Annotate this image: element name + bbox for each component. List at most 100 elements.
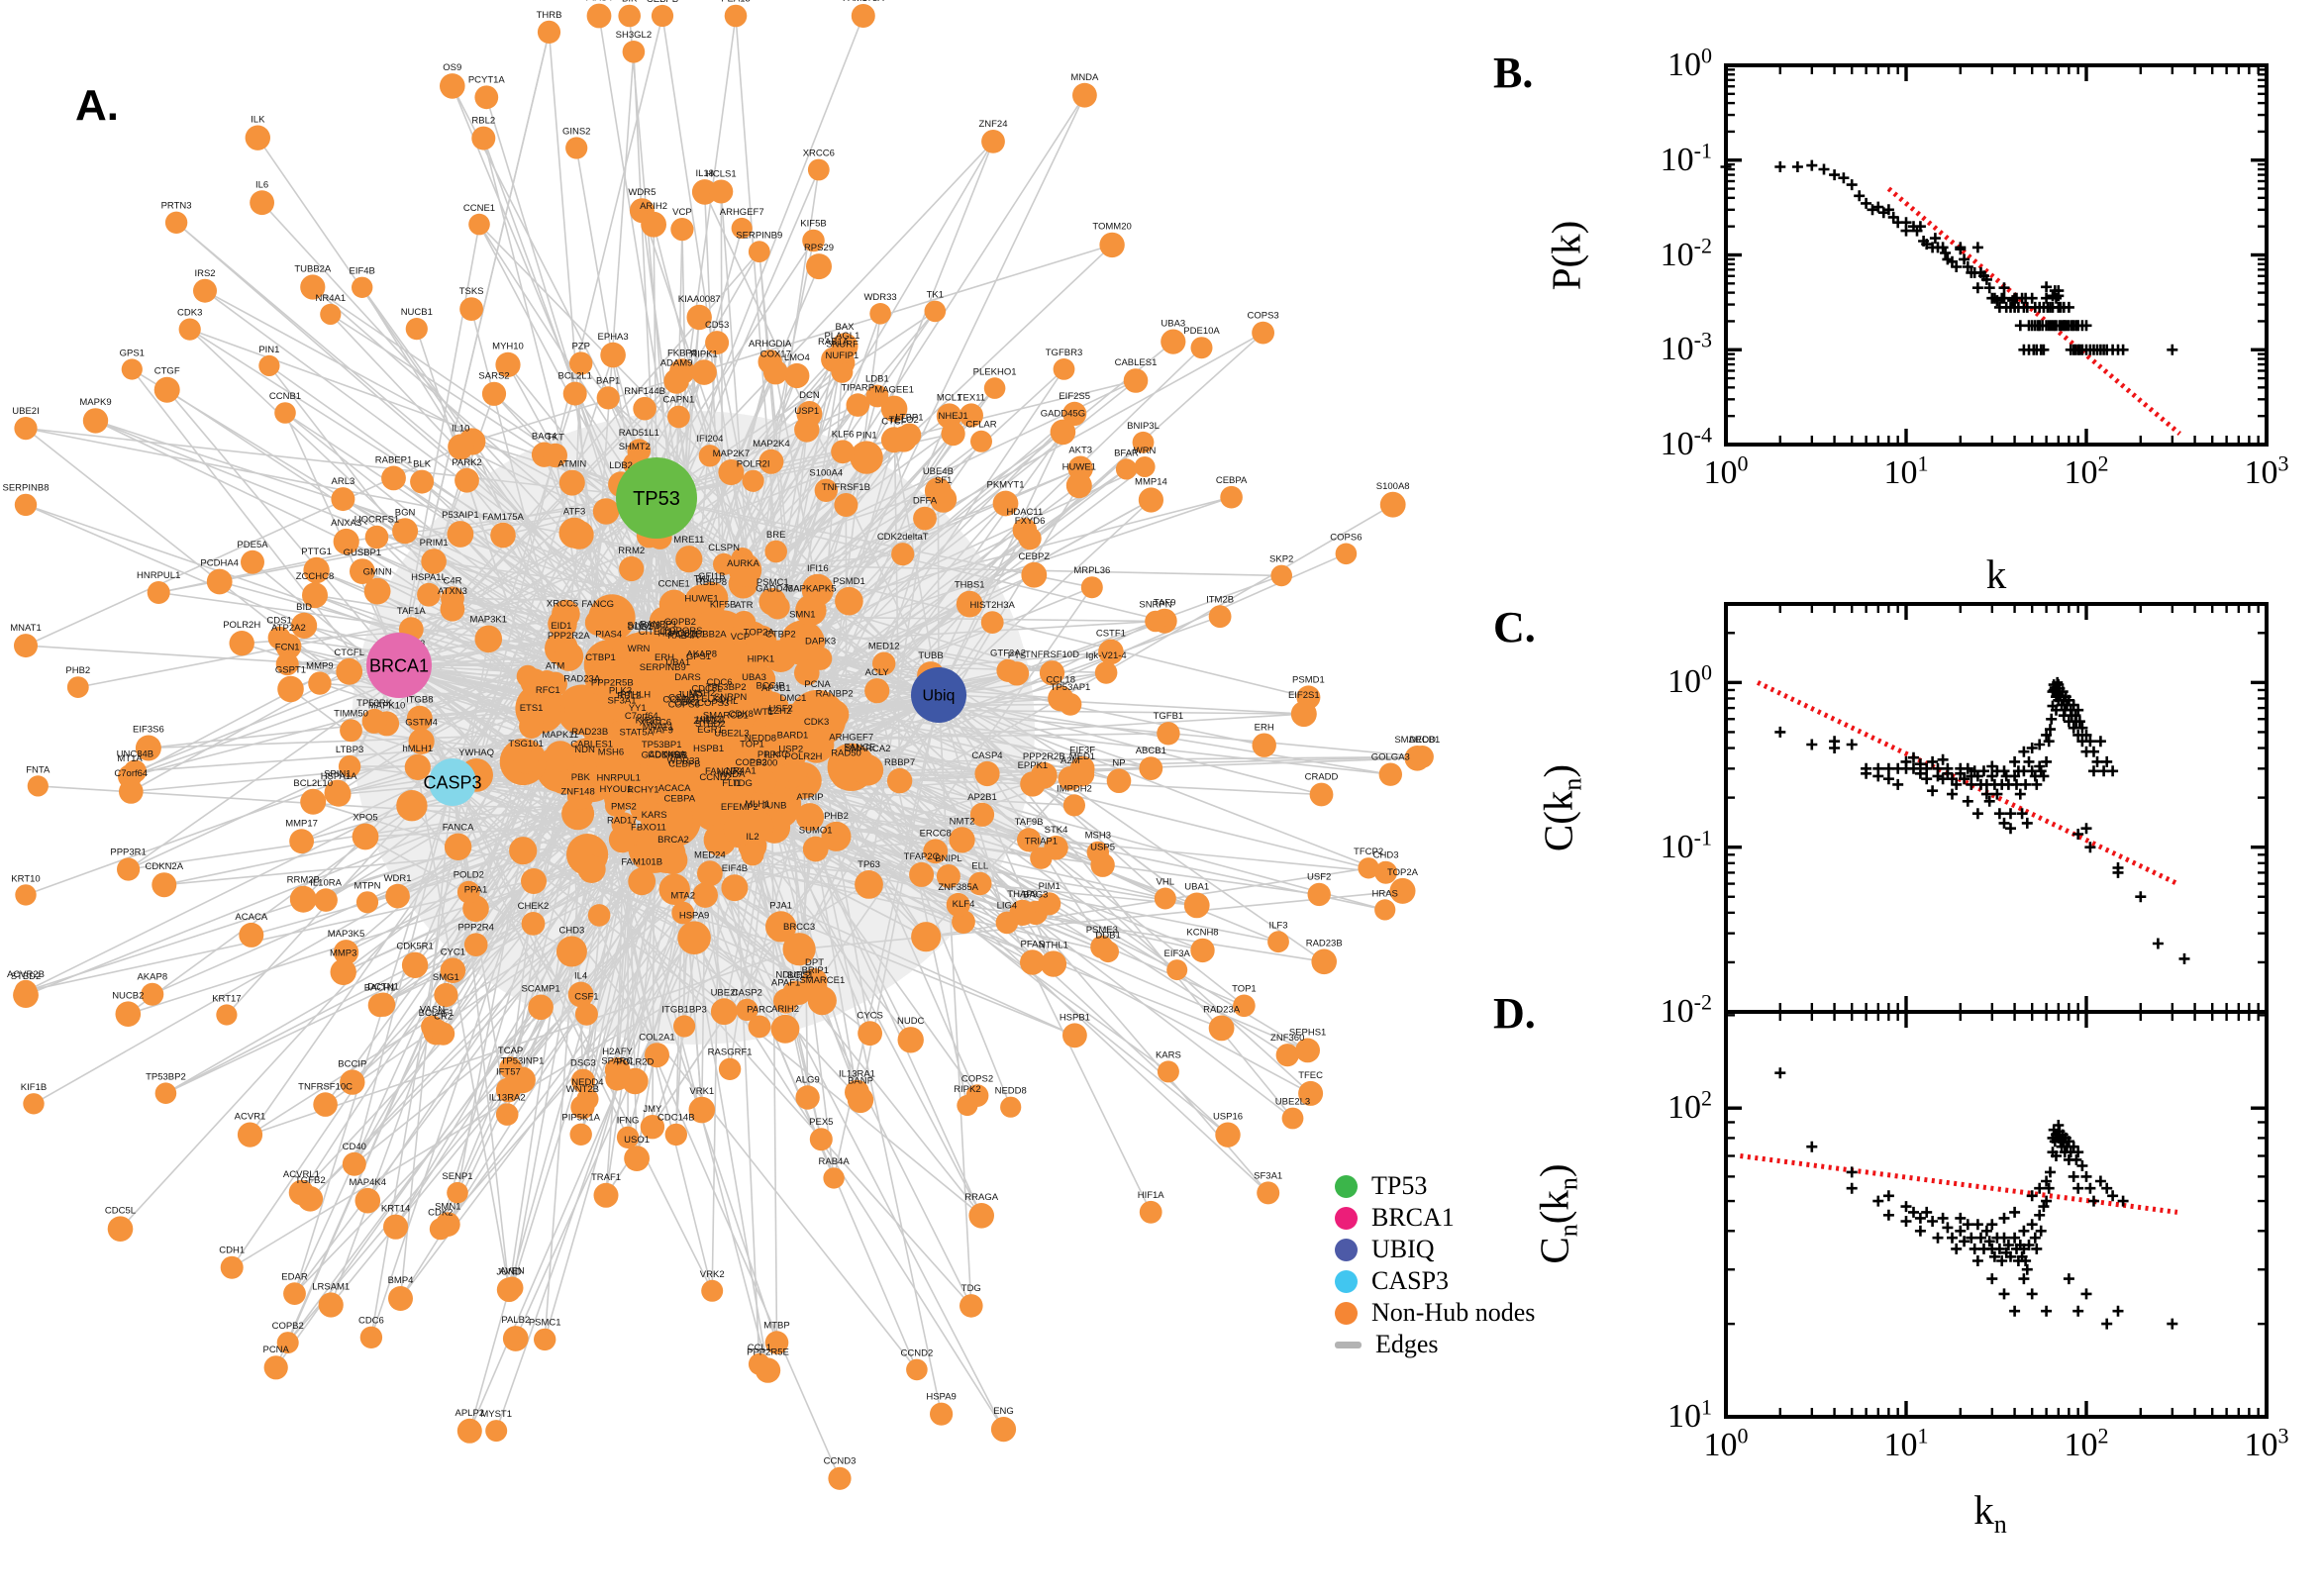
network-edge bbox=[456, 15, 663, 848]
network-node-label: THAP9 bbox=[1007, 889, 1038, 900]
network-node-label: KIF1B bbox=[21, 1082, 47, 1093]
network-node bbox=[569, 351, 593, 375]
network-node bbox=[946, 892, 970, 917]
legend-item-non-hub-nodes: Non-Hub nodes bbox=[1335, 1297, 1535, 1329]
network-node bbox=[1267, 931, 1289, 953]
network-node bbox=[336, 657, 363, 685]
plot-point bbox=[1720, 161, 1732, 172]
plot-point bbox=[1942, 1222, 1954, 1234]
network-node bbox=[1166, 959, 1188, 981]
network-node-label: TIPARP bbox=[841, 382, 874, 393]
network-node-label: HSPA9 bbox=[926, 1392, 956, 1403]
network-node-label: CDK2 bbox=[428, 1207, 453, 1218]
network-node bbox=[1161, 329, 1186, 354]
network-edge bbox=[522, 849, 823, 1002]
plot-point bbox=[1937, 242, 1949, 253]
plot-point bbox=[1882, 773, 1894, 785]
plot-point bbox=[2167, 1318, 2178, 1330]
network-node bbox=[1038, 892, 1061, 916]
network-node bbox=[728, 553, 762, 587]
network-node-label: VCP bbox=[672, 207, 692, 218]
network-node-label: MNAT1 bbox=[643, 722, 674, 733]
network-node-label: UBA1 bbox=[1184, 882, 1209, 893]
plot-point bbox=[2005, 808, 2016, 820]
network-node bbox=[1065, 472, 1092, 499]
plot-point bbox=[2034, 1209, 2046, 1221]
plot-point bbox=[2084, 1182, 2096, 1194]
network-node-label: FXYD6 bbox=[1015, 516, 1046, 527]
network-node-label: TKT bbox=[547, 433, 564, 444]
plot-point bbox=[1914, 1225, 1926, 1237]
network-node-label: IL2 bbox=[746, 832, 758, 843]
network-node-label: EIF3S6 bbox=[133, 725, 164, 736]
network-node-label: CCNB1 bbox=[668, 693, 700, 704]
plot-point bbox=[2002, 1240, 2014, 1250]
network-node-label: COPS2 bbox=[961, 1073, 993, 1084]
network-edge bbox=[128, 846, 655, 1015]
plot-point bbox=[1927, 785, 1939, 797]
network-node bbox=[664, 1123, 687, 1147]
network-node-label: TDG bbox=[961, 1283, 981, 1294]
network-node bbox=[748, 1015, 771, 1039]
network-node bbox=[1053, 358, 1075, 380]
network-node bbox=[496, 1277, 522, 1302]
network-node-label: BCCIP bbox=[756, 680, 784, 691]
network-node-label: WDR5 bbox=[628, 187, 656, 198]
network-hubs: TP53 BRCA1 Ubiq CASP3 bbox=[366, 457, 966, 806]
network-node bbox=[237, 1122, 263, 1147]
network-edge bbox=[656, 141, 994, 499]
plot-point bbox=[2018, 1273, 2030, 1285]
network-node-label: ZNF385A bbox=[938, 882, 978, 893]
network-node bbox=[1030, 847, 1053, 869]
network-node bbox=[15, 884, 37, 906]
network-node-label: LMO4 bbox=[784, 352, 810, 363]
network-node-label: BAG3 bbox=[1023, 890, 1048, 901]
plot-point bbox=[2070, 1153, 2082, 1165]
network-node-label: IFNG bbox=[617, 1116, 640, 1127]
plot-point bbox=[1854, 190, 1866, 202]
network-node bbox=[558, 517, 590, 549]
network-node-label: PPP2R5B bbox=[591, 677, 634, 688]
network-node bbox=[1374, 899, 1396, 921]
network-node bbox=[584, 610, 611, 636]
network-node-label: TUBB bbox=[918, 650, 943, 661]
network-node-label: BACH1 bbox=[364, 982, 396, 993]
network-node bbox=[667, 405, 690, 429]
network-node-label: NUFIP1 bbox=[826, 350, 859, 361]
network-node bbox=[1311, 948, 1337, 975]
network-node-label: ZCCHC8 bbox=[296, 571, 335, 582]
network-node-label: PLK3 bbox=[609, 686, 632, 697]
network-node bbox=[1048, 685, 1074, 712]
network-node bbox=[463, 933, 488, 956]
network-node-label: ITM2B bbox=[1206, 594, 1234, 605]
network-node-label: Igk-V21-4 bbox=[1086, 650, 1127, 661]
network-node-label: POLD2 bbox=[454, 870, 484, 881]
network-node-label: SERPINB9 bbox=[736, 230, 782, 241]
network-node-label: FAM101B bbox=[621, 856, 662, 867]
plot-point bbox=[1975, 1232, 1986, 1244]
plot-point bbox=[1998, 282, 2010, 294]
network-node-label: A2M bbox=[1060, 755, 1080, 766]
network-node bbox=[671, 901, 695, 925]
network-node bbox=[1094, 661, 1118, 684]
plot-point bbox=[2091, 755, 2103, 767]
network-node bbox=[731, 217, 753, 240]
network-node bbox=[263, 1355, 288, 1380]
network-node-label: CEBPB bbox=[668, 758, 700, 769]
network-node-label: CEBPZ bbox=[1018, 551, 1050, 562]
network-node-label: TOP2A bbox=[1387, 867, 1419, 878]
plot-point bbox=[2167, 344, 2178, 355]
network-node bbox=[956, 590, 983, 618]
network-node bbox=[969, 802, 995, 827]
network-node-label: CDC14B bbox=[657, 1113, 695, 1124]
network-node bbox=[612, 636, 635, 659]
network-node-label: LDB1 bbox=[865, 374, 889, 385]
network-node-label: MNDA bbox=[1070, 72, 1099, 83]
network-node-label: CCND2 bbox=[699, 772, 732, 783]
network-node bbox=[1004, 661, 1030, 686]
network-node-label: TDG bbox=[733, 778, 753, 789]
network-node-label: PPP2R4 bbox=[457, 922, 493, 933]
network-node bbox=[858, 1021, 882, 1047]
network-node bbox=[701, 1279, 724, 1302]
